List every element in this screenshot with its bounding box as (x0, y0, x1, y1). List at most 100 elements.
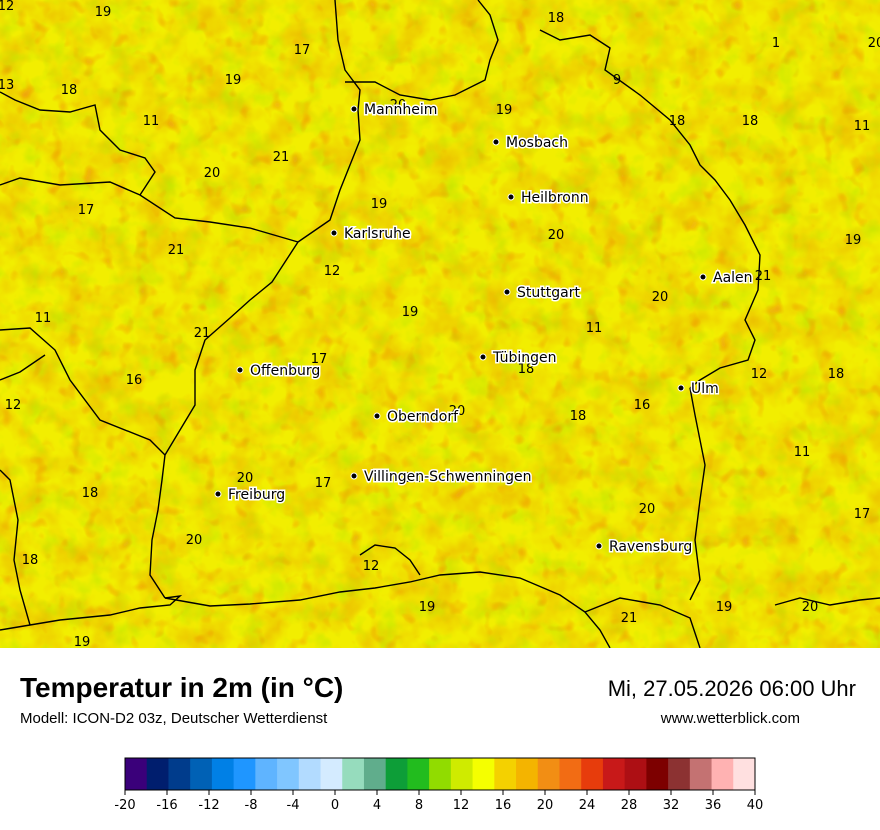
border-line (689, 387, 706, 601)
city-label: Mannheim (364, 102, 437, 118)
border-line (0, 469, 31, 626)
temperature-value: 19 (845, 233, 862, 248)
temperature-value: 18 (742, 114, 759, 129)
temperature-value: 17 (315, 476, 332, 491)
legend-color-swatch (711, 758, 734, 790)
border-line (584, 597, 701, 649)
legend-tick-label: 40 (747, 798, 764, 813)
temperature-value: 17 (854, 507, 871, 522)
border-line (164, 571, 611, 649)
city-label: Aalen (713, 270, 753, 286)
city-marker (350, 105, 358, 113)
temperature-value: 11 (35, 311, 52, 326)
hot-spot-layer (0, 0, 880, 648)
legend-color-swatch (342, 758, 365, 790)
temperature-value: 9 (613, 73, 621, 88)
temperature-value: 20 (639, 502, 656, 517)
legend-color-swatch (255, 758, 278, 790)
temperature-value: 17 (311, 352, 328, 367)
temperature-value: 19 (95, 5, 112, 20)
legend-color-swatch (516, 758, 539, 790)
legend-color-swatch (689, 758, 713, 790)
temperature-value: 19 (371, 197, 388, 212)
temperature-value: 20 (390, 98, 407, 113)
legend-tick-label: -4 (287, 798, 300, 813)
website-link[interactable]: www.wetterblick.com (660, 710, 800, 727)
legend-color-swatch (581, 758, 604, 790)
temperature-value: 20 (548, 228, 565, 243)
border-line (539, 29, 761, 389)
temperature-value: 21 (273, 150, 290, 165)
legend-color-swatch (320, 758, 343, 790)
temperature-value: 11 (586, 321, 603, 336)
border-line (0, 595, 183, 631)
legend-color-swatch (146, 758, 169, 790)
city-marker (236, 366, 244, 374)
temperature-value: 20 (204, 166, 221, 181)
border-line (0, 91, 156, 196)
temperature-value: 12 (751, 367, 768, 382)
border-line (0, 354, 46, 381)
model-source: Modell: ICON-D2 03z, Deutscher Wetterdie… (20, 710, 328, 727)
color-legend: -20 -16 -12 -8 -4 0 4 8 12 16 20 24 28 32 36 40 (114, 757, 764, 813)
legend-tick-label: 32 (663, 798, 680, 813)
temperature-value: 19 (402, 305, 419, 320)
map-footer: Temperatur in 2m (in °C) Modell: ICON-D2… (0, 648, 880, 830)
legend-color-swatch (668, 758, 691, 790)
city-marker (699, 273, 707, 281)
legend-tick-label: 4 (373, 798, 381, 813)
city-label: Freiburg (228, 487, 285, 503)
temperature-value: 20 (868, 36, 880, 51)
legend-tick-label: 28 (621, 798, 638, 813)
legend-tick-label: -16 (156, 798, 177, 813)
temperature-value: 21 (194, 326, 211, 341)
temperature-value: 18 (570, 409, 587, 424)
legend-color-swatch (559, 758, 582, 790)
map-title: Temperatur in 2m (in °C) (20, 672, 344, 703)
city-marker (479, 353, 487, 361)
city-marker (373, 412, 381, 420)
legend-tick-label: 36 (705, 798, 722, 813)
city-label: Stuttgart (517, 285, 580, 301)
legend-color-swatch (407, 758, 430, 790)
temperature-value: 18 (669, 114, 686, 129)
legend-color-swatch (233, 758, 256, 790)
temperature-value: 21 (168, 243, 185, 258)
legend-tick-label: 0 (331, 798, 339, 813)
legend-color-swatch (494, 758, 517, 790)
temperature-value: 18 (22, 553, 39, 568)
temperature-value: 20 (449, 404, 466, 419)
temperature-value: 19 (225, 73, 242, 88)
temperature-value: 18 (61, 83, 78, 98)
temperature-value: 11 (854, 119, 871, 134)
city-marker (330, 229, 338, 237)
temperature-value: 18 (82, 486, 99, 501)
city-label: Mosbach (506, 135, 568, 151)
temperature-value: 19 (496, 103, 513, 118)
city-marker (595, 542, 603, 550)
legend-color-swatch (168, 758, 191, 790)
city-label: Ulm (691, 381, 719, 397)
legend-tick-label: 12 (453, 798, 470, 813)
temperature-value: 11 (143, 114, 160, 129)
temperature-value: 17 (294, 43, 311, 58)
border-line (345, 0, 499, 101)
temperature-value: 12 (0, 0, 14, 14)
border-line (297, 0, 361, 243)
city-marker (350, 472, 358, 480)
temperature-value: 20 (802, 600, 819, 615)
temperature-value: 20 (237, 471, 254, 486)
temperature-value: 21 (406, 471, 423, 486)
city-layer: Mannheim Mosbach Heilbronn Karlsruhe Aalen St… (214, 101, 754, 557)
city-marker (677, 384, 685, 392)
temperature-value: 1 (772, 36, 780, 51)
legend-tick-label: -12 (198, 798, 219, 813)
city-label: Villingen-Schwenningen (364, 469, 532, 485)
border-line (149, 241, 299, 599)
temperature-value: 12 (324, 264, 341, 279)
borders (0, 0, 880, 649)
map-canvas: 12 19 18 17 1 20 13 18 19 20 19 9 11 18 18 11 21 20 17 19 21… (0, 0, 880, 650)
temperature-labels: 12 19 18 17 1 20 13 18 19 20 19 9 11 18 18 11 21 20 17 19 21… (0, 0, 880, 650)
temperature-value: 20 (186, 533, 203, 548)
legend-color-swatch (602, 758, 626, 790)
